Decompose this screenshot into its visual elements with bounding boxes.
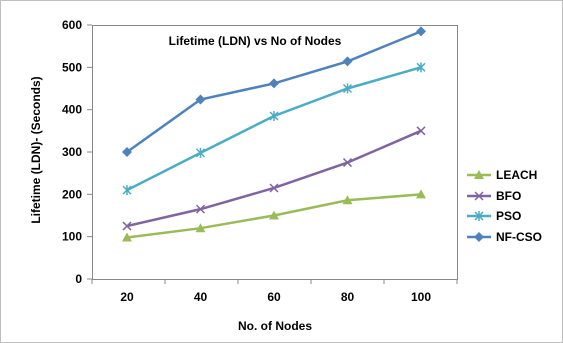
series-nf-cso [122, 26, 426, 157]
x-tick-label: 60 [267, 290, 281, 304]
data-point [416, 189, 426, 199]
data-point [342, 158, 353, 168]
x-tick-label: 20 [120, 290, 134, 304]
series-leach [122, 189, 426, 242]
data-point [416, 62, 426, 73]
legend-item: NF-CSO [467, 230, 542, 244]
y-tick-label: 0 [75, 272, 82, 286]
legend-marker [474, 211, 484, 221]
y-axis-ticks: 0 100 200 300 400 500 600 [62, 18, 92, 286]
legend-item: PSO [467, 209, 521, 223]
y-tick-label: 300 [62, 145, 82, 159]
chart-title: Lifetime (LDN) vs No of Nodes [169, 34, 342, 48]
legend-marker [474, 191, 484, 201]
data-point [122, 147, 132, 157]
legend-label: BFO [496, 189, 521, 203]
series-pso [122, 62, 426, 196]
data-point [269, 111, 279, 122]
data-point [342, 195, 353, 205]
data-point [416, 126, 426, 136]
data-point [195, 204, 206, 214]
x-tick-label: 40 [194, 290, 208, 304]
data-point [269, 78, 279, 89]
y-tick-label: 500 [62, 60, 82, 74]
y-axis-label: Lifetime (LDN)- (Seconds) [29, 76, 43, 223]
x-axis-ticks: 20 40 60 80 100 [91, 279, 458, 304]
data-point [342, 83, 353, 94]
data-point [269, 183, 279, 193]
data-point [342, 56, 353, 67]
legend-label: LEACH [496, 168, 537, 182]
data-point [122, 232, 132, 242]
data-point [195, 147, 206, 158]
plot-area [92, 25, 458, 280]
y-tick-label: 600 [62, 18, 82, 32]
legend-item: BFO [467, 189, 521, 203]
y-tick-label: 200 [62, 187, 82, 201]
series-layer [122, 26, 426, 242]
series-bfo [122, 126, 426, 231]
data-point [195, 94, 206, 105]
data-point [122, 221, 132, 231]
legend-marker [474, 170, 484, 179]
x-tick-label: 100 [411, 290, 431, 304]
data-point [416, 26, 426, 37]
legend-item: LEACH [467, 168, 537, 182]
legend: LEACH BFO PSO NF-CSO [467, 168, 542, 244]
legend-label: PSO [496, 209, 521, 223]
x-tick-label: 80 [341, 290, 355, 304]
data-point [122, 185, 132, 196]
data-point [269, 210, 279, 220]
legend-marker [474, 232, 484, 242]
data-point [195, 223, 206, 233]
y-tick-label: 400 [62, 103, 82, 117]
x-axis-label: No. of Nodes [238, 319, 312, 333]
y-tick-label: 100 [62, 230, 82, 244]
legend-label: NF-CSO [496, 230, 542, 244]
